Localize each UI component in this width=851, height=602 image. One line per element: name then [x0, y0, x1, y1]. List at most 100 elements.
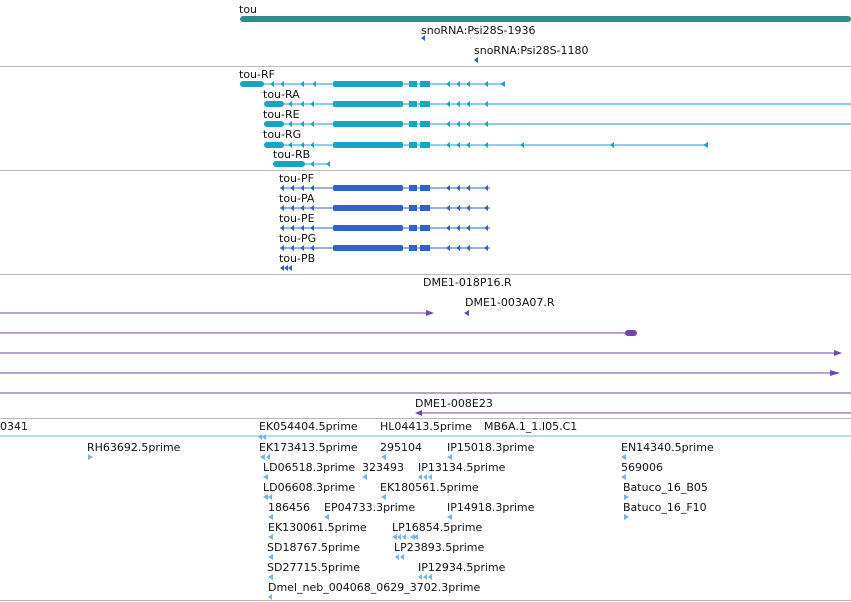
est-feature-marker[interactable]	[268, 554, 273, 560]
clone-label[interactable]: DME1-018P16.R	[423, 276, 512, 289]
est-label[interactable]: EN14340.5prime	[621, 441, 714, 454]
est-feature-marker[interactable]	[621, 454, 626, 460]
est-label[interactable]: EK180561.5prime	[380, 481, 479, 494]
est-feature-marker[interactable]	[262, 434, 266, 440]
clone-feature-marker[interactable]	[464, 310, 469, 316]
est-feature-marker[interactable]	[418, 474, 422, 480]
transcript-label[interactable]: tou-RA	[263, 88, 300, 101]
est-label[interactable]: LD06518.3prime	[263, 461, 355, 474]
transcript-label[interactable]: tou-RB	[273, 148, 310, 161]
est-label[interactable]: 0341	[0, 420, 28, 433]
est-label[interactable]: HL04413.5prime	[380, 420, 472, 433]
est-label[interactable]: RH63692.5prime	[87, 441, 181, 454]
est-feature-marker[interactable]	[624, 514, 629, 520]
gene-feature-bar[interactable]	[240, 16, 851, 22]
transcript-model[interactable]	[264, 121, 851, 127]
est-feature-marker[interactable]	[402, 534, 406, 540]
protein-model[interactable]	[280, 205, 490, 211]
transcript-model[interactable]	[264, 101, 851, 107]
est-label[interactable]: Batuco_16_B05	[623, 481, 708, 494]
transcript-model[interactable]	[273, 161, 330, 167]
snorna-feature-marker[interactable]	[474, 57, 478, 63]
est-feature-marker[interactable]	[88, 454, 93, 460]
est-feature-marker[interactable]	[621, 474, 626, 480]
est-label[interactable]: Dmel_neb_004068_0629_3702.3prime	[268, 581, 480, 594]
est-feature-marker[interactable]	[258, 434, 262, 440]
protein-label[interactable]: tou-PA	[279, 192, 315, 205]
clone-feature[interactable]	[0, 350, 842, 356]
clone-label[interactable]: DME1-008E23	[415, 397, 493, 410]
est-feature-marker[interactable]	[400, 554, 404, 560]
est-feature-marker[interactable]	[447, 514, 452, 520]
transcript-model[interactable]	[264, 142, 708, 148]
clone-label[interactable]: DME1-003A07.R	[465, 296, 555, 309]
est-label[interactable]: 186456	[268, 501, 310, 514]
est-label[interactable]: EP04733.3prime	[324, 501, 415, 514]
est-label[interactable]: IP14918.3prime	[447, 501, 535, 514]
est-feature-marker[interactable]	[428, 474, 432, 480]
gene-label[interactable]: tou	[239, 3, 257, 16]
protein-label[interactable]: tou-PB	[279, 252, 315, 265]
snorna-label[interactable]: snoRNA:Psi28S-1180	[474, 44, 589, 57]
est-feature-marker[interactable]	[263, 494, 268, 500]
est-feature-marker[interactable]	[392, 534, 397, 540]
est-label[interactable]: LP16854.5prime	[392, 521, 483, 534]
est-feature-marker[interactable]	[414, 534, 418, 540]
est-label[interactable]: 569006	[621, 461, 663, 474]
est-feature-marker[interactable]	[410, 534, 415, 540]
est-label[interactable]: 295104	[380, 441, 422, 454]
est-label[interactable]: IP12934.5prime	[418, 561, 506, 574]
est-feature-marker[interactable]	[324, 514, 329, 520]
protein-label[interactable]: tou-PG	[279, 232, 316, 245]
protein-model[interactable]	[280, 265, 292, 271]
est-feature-marker[interactable]	[362, 474, 367, 480]
transcript-model[interactable]	[240, 81, 505, 87]
est-feature-marker[interactable]	[418, 574, 422, 580]
est-label[interactable]: EK130061.5prime	[268, 521, 367, 534]
protein-label[interactable]: tou-PE	[279, 212, 315, 225]
est-label[interactable]: IP13134.5prime	[418, 461, 506, 474]
clone-feature[interactable]	[0, 310, 434, 316]
protein-model[interactable]	[280, 225, 490, 231]
transcript-label[interactable]: tou-RG	[263, 128, 301, 141]
est-feature-marker[interactable]	[395, 554, 399, 560]
transcript-panel: tou-RF tou-RA	[239, 68, 851, 167]
est-feature-marker[interactable]	[266, 454, 270, 460]
est-label[interactable]: SD18767.5prime	[267, 541, 360, 554]
clone-feature[interactable]	[0, 370, 840, 376]
snorna-feature-marker[interactable]	[421, 35, 425, 41]
protein-model[interactable]	[280, 185, 490, 191]
est-feature-marker[interactable]	[397, 534, 401, 540]
est-feature-marker[interactable]	[381, 494, 386, 500]
est-feature-marker[interactable]	[268, 594, 272, 600]
clone-feature[interactable]	[0, 330, 637, 336]
est-label[interactable]: EK173413.5prime	[259, 441, 358, 454]
est-feature-marker[interactable]	[268, 534, 273, 540]
est-feature-marker[interactable]	[268, 574, 273, 580]
est-label[interactable]: EK054404.5prime	[259, 420, 358, 433]
est-label[interactable]: 323493	[362, 461, 404, 474]
est-feature-marker[interactable]	[260, 454, 265, 460]
est-feature-marker[interactable]	[268, 514, 273, 520]
transcript-label[interactable]: tou-RE	[263, 108, 300, 121]
est-label[interactable]: Batuco_16_F10	[623, 501, 707, 514]
est-label[interactable]: LD06608.3prime	[263, 481, 355, 494]
transcript-label[interactable]: tou-RF	[239, 68, 275, 81]
protein-label[interactable]: tou-PF	[279, 172, 314, 185]
snorna-label[interactable]: snoRNA:Psi28S-1936	[421, 24, 536, 37]
est-label[interactable]: SD27715.5prime	[267, 561, 360, 574]
est-feature-marker[interactable]	[428, 574, 432, 580]
est-feature-marker[interactable]	[447, 454, 452, 460]
est-label[interactable]: LP23893.5prime	[394, 541, 485, 554]
est-feature-marker[interactable]	[268, 494, 272, 500]
est-feature-marker[interactable]	[381, 454, 386, 460]
est-feature-marker[interactable]	[423, 574, 427, 580]
est-label[interactable]: IP15018.3prime	[447, 441, 535, 454]
est-feature-marker[interactable]	[263, 474, 268, 480]
est-feature-marker[interactable]	[624, 494, 629, 500]
est-feature-marker[interactable]	[423, 474, 427, 480]
est-label[interactable]: MB6A.1_1.I05.C1	[484, 420, 577, 433]
protein-model[interactable]	[280, 245, 490, 251]
est-panel: 0341 EK054404.5prime HL04413.5prime MB6A…	[0, 420, 851, 600]
clone-feature[interactable]	[415, 410, 851, 416]
